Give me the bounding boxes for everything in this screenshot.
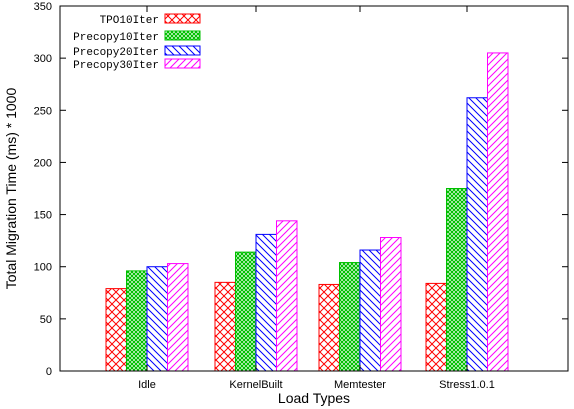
bar-tpo10iter-kernelbuilt	[214, 281, 236, 372]
bar-tpo10iter-idle	[105, 288, 127, 372]
legend-swatch	[164, 30, 201, 41]
legend-label: Precopy20Iter	[73, 47, 159, 59]
y-axis: 0 50 100 150 200 250 300 350	[34, 1, 568, 378]
legend-swatch	[164, 45, 201, 56]
y-tick-label: 200	[34, 157, 52, 169]
x-tick-label: Stress1.0.1	[439, 379, 495, 391]
y-tick-label: 350	[34, 1, 52, 13]
bar-precopy30iter-idle	[167, 263, 189, 372]
y-tick-label: 100	[34, 262, 52, 274]
bar-precopy10iter-idle	[126, 270, 148, 372]
bar-precopy20iter-idle	[146, 266, 168, 372]
bar-precopy20iter-stress1-0-1	[466, 97, 488, 372]
x-tick-label: Memtester	[334, 379, 386, 391]
bar-precopy10iter-memtester	[339, 262, 361, 372]
y-tick-label: 300	[34, 53, 52, 65]
plot-frame	[59, 5, 569, 372]
legend-swatch	[164, 13, 201, 24]
y-tick-label: 150	[34, 210, 52, 222]
legend: TPO10Iter Precopy10Iter Precopy20IterPreco…	[73, 13, 201, 72]
legend-label: Precopy30Iter	[73, 60, 159, 72]
y-tick-label: 250	[34, 105, 52, 117]
y-tick-label: 50	[40, 314, 52, 326]
bars-layer	[105, 52, 509, 372]
bar-precopy10iter-stress1-0-1	[446, 188, 468, 372]
y-tick-label: 0	[46, 366, 52, 378]
bar-precopy20iter-kernelbuilt	[255, 233, 277, 372]
bar-tpo10iter-stress1-0-1	[425, 282, 447, 372]
bar-tpo10iter-memtester	[318, 283, 340, 372]
legend-label: Precopy10Iter	[73, 32, 159, 44]
bar-precopy30iter-kernelbuilt	[276, 220, 298, 372]
x-axis-label: Load Types	[278, 390, 350, 406]
bar-precopy20iter-memtester	[359, 249, 381, 372]
bar-precopy10iter-kernelbuilt	[235, 251, 257, 372]
x-axis: Idle KernelBuilt Memtester Stress1.0.1	[138, 6, 495, 391]
legend-label: TPO10Iter	[100, 15, 159, 27]
bar-precopy30iter-memtester	[380, 237, 402, 372]
bar-precopy30iter-stress1-0-1	[487, 52, 509, 372]
y-axis-label: Total Migration Time (ms) * 1000	[3, 88, 19, 290]
x-tick-label: Idle	[138, 379, 156, 391]
legend-swatch	[164, 58, 201, 69]
x-tick-label: KernelBuilt	[229, 379, 282, 391]
